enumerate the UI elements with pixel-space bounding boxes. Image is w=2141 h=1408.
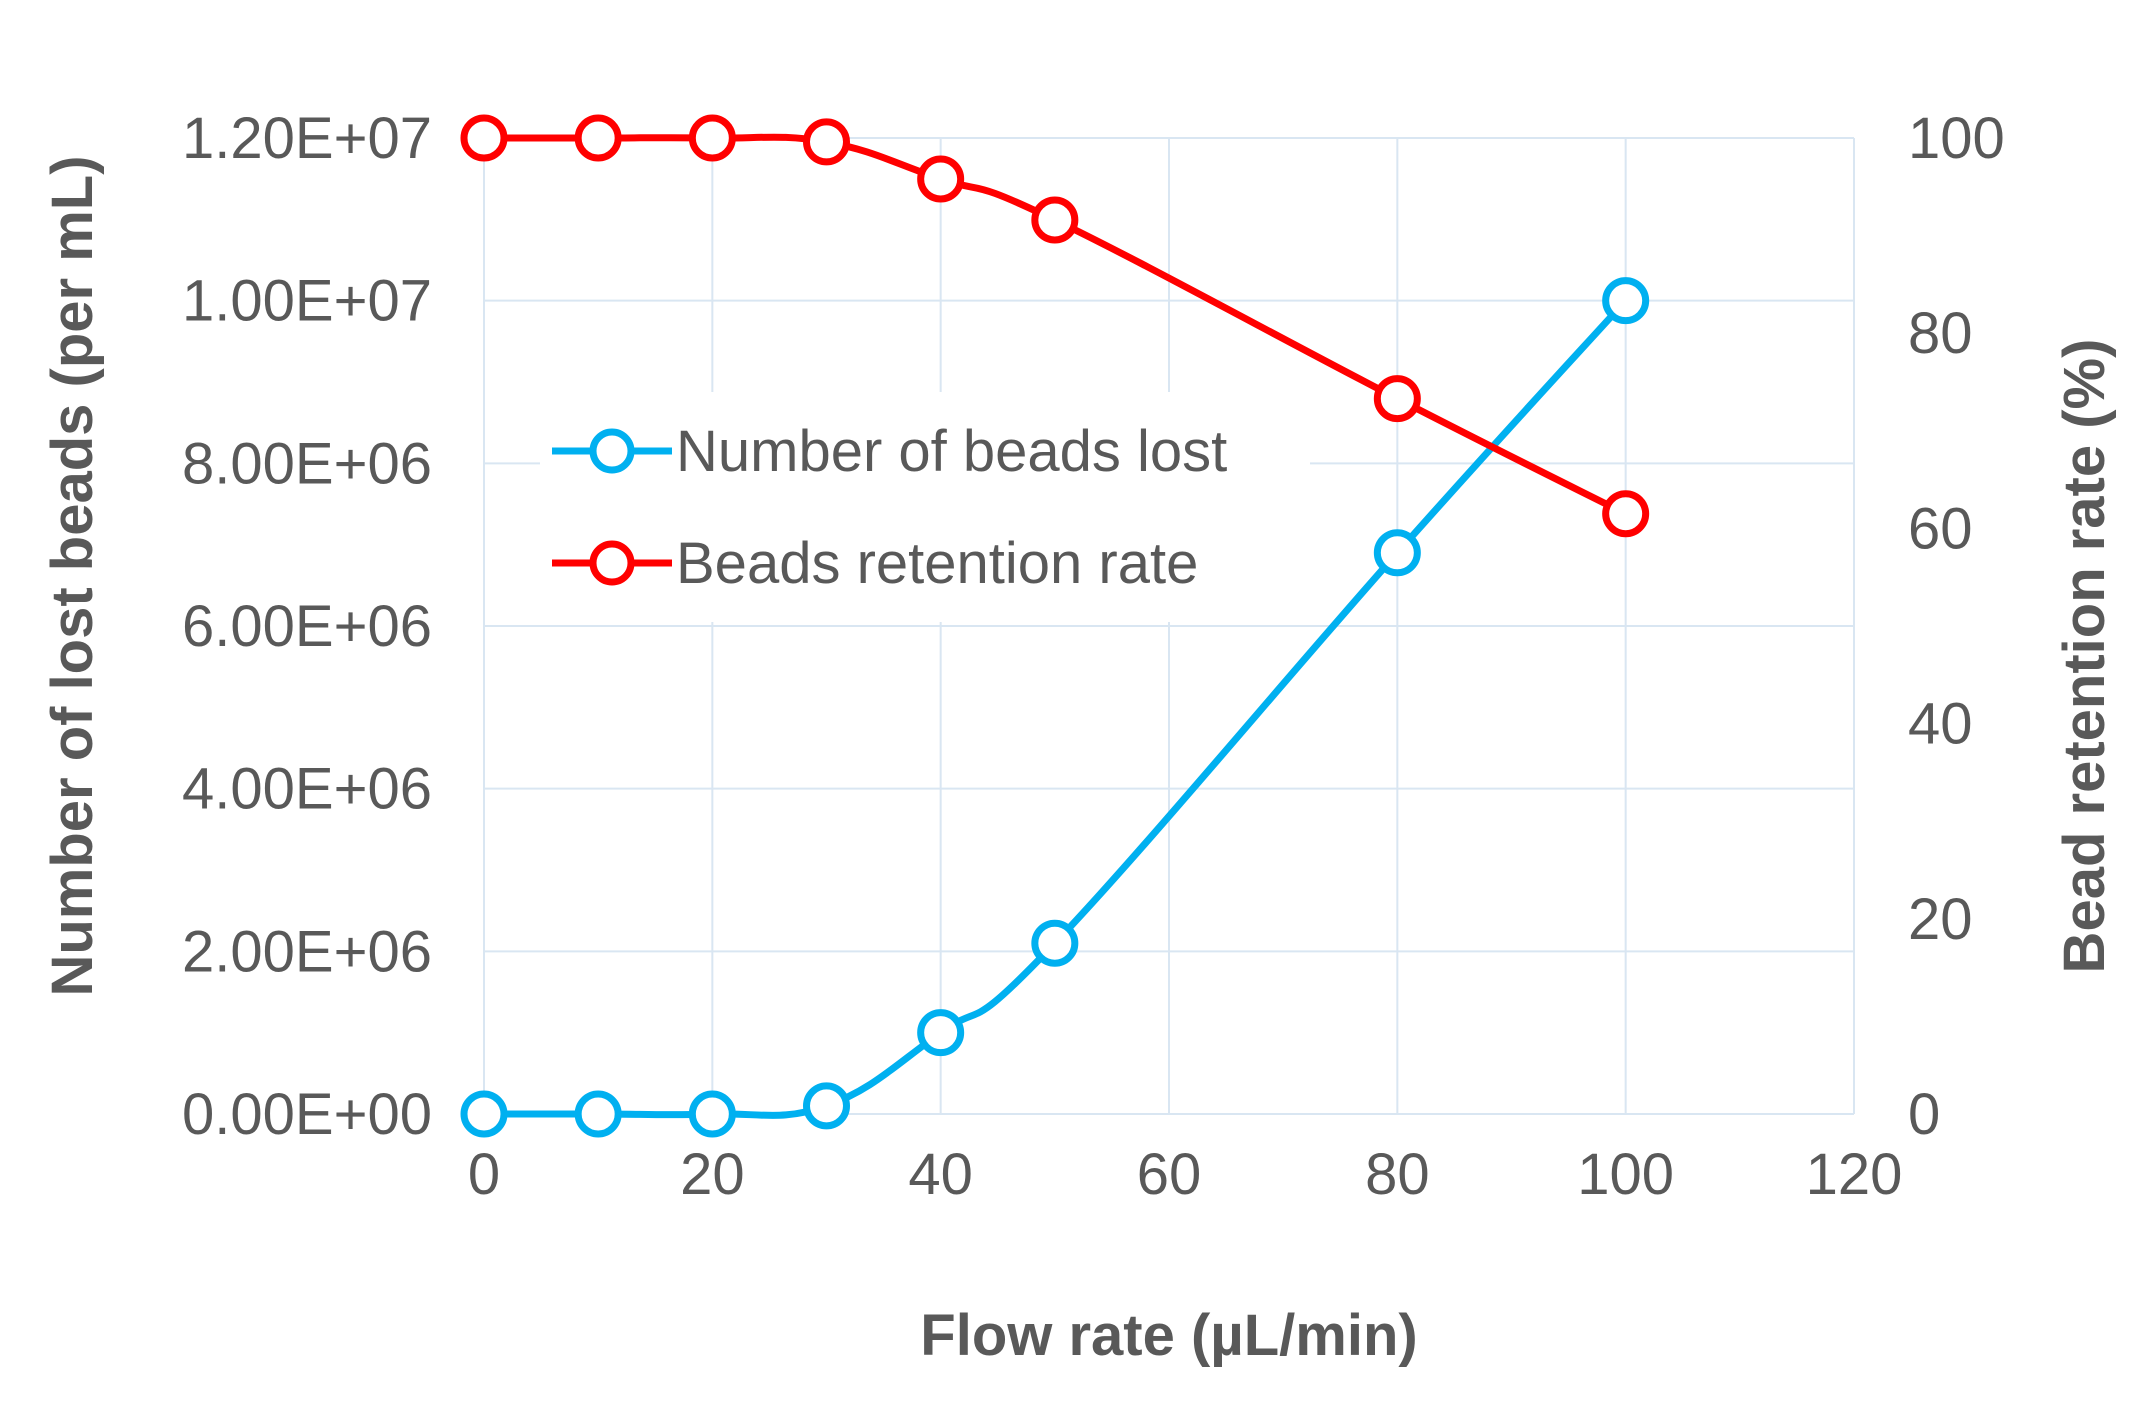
data-point [460, 114, 508, 162]
y-tick-label: 1.00E+07 [182, 269, 432, 334]
y2-tick-label: 40 [1908, 692, 1973, 757]
legend-background [540, 392, 1310, 622]
data-point [1031, 196, 1079, 244]
data-point [688, 114, 736, 162]
x-axis-title: Flow rate (µL/min) [920, 1303, 1417, 1368]
x-axis-ticks: 0 20 40 60 80 100 120 [468, 1142, 1903, 1207]
data-point [917, 1009, 965, 1057]
data-point [574, 114, 622, 162]
series-beads-lost [460, 277, 1650, 1138]
legend-item-beads-lost: Number of beads lost [552, 419, 1227, 484]
y-tick-label: 6.00E+06 [182, 594, 432, 659]
data-point [1373, 529, 1421, 577]
data-point [460, 1090, 508, 1138]
y2-tick-label: 60 [1908, 496, 1973, 561]
data-point [1373, 375, 1421, 423]
y-tick-label: 4.00E+06 [182, 757, 432, 822]
legend-label: Beads retention rate [676, 531, 1198, 596]
data-point [1602, 277, 1650, 325]
legend-item-retention-rate: Beads retention rate [552, 531, 1198, 596]
x-tick-label: 0 [468, 1142, 500, 1207]
legend: Number of beads lost Beads retention rat… [540, 392, 1310, 622]
legend-label: Number of beads lost [676, 419, 1227, 484]
x-tick-label: 100 [1577, 1142, 1674, 1207]
series-layer [460, 114, 1650, 1138]
y2-tick-label: 0 [1908, 1082, 1940, 1147]
y2-axis-ticks: 0 20 40 60 80 100 [1908, 106, 2005, 1147]
gridlines [483, 137, 1855, 1115]
x-tick-label: 80 [1365, 1142, 1430, 1207]
data-point [803, 1082, 850, 1130]
y2-tick-label: 80 [1908, 301, 1973, 366]
legend-swatch-marker [589, 540, 635, 586]
data-point [1031, 919, 1079, 967]
y2-tick-label: 20 [1908, 887, 1973, 952]
y-tick-label: 2.00E+06 [182, 919, 432, 984]
x-tick-label: 40 [908, 1142, 973, 1207]
y2-tick-label: 100 [1908, 106, 2005, 171]
y-axis-ticks: 0.00E+00 2.00E+06 4.00E+06 6.00E+06 8.00E+06… [182, 106, 432, 1147]
data-point [1602, 490, 1650, 538]
x-tick-label: 120 [1806, 1142, 1903, 1207]
data-point [574, 1090, 622, 1138]
data-point [917, 155, 965, 203]
data-point [803, 118, 850, 166]
data-point [688, 1090, 736, 1138]
y2-axis-title: Bead retention rate (%) [2052, 339, 2117, 974]
y-tick-label: 0.00E+00 [182, 1082, 432, 1147]
y-tick-label: 1.20E+07 [182, 106, 432, 171]
y-tick-label: 8.00E+06 [182, 431, 432, 496]
x-tick-label: 20 [680, 1142, 745, 1207]
y-axis-title: Number of lost beads (per mL) [40, 155, 105, 996]
series-retention-rate [460, 114, 1650, 538]
x-tick-label: 60 [1137, 1142, 1202, 1207]
legend-swatch-marker [589, 428, 635, 474]
